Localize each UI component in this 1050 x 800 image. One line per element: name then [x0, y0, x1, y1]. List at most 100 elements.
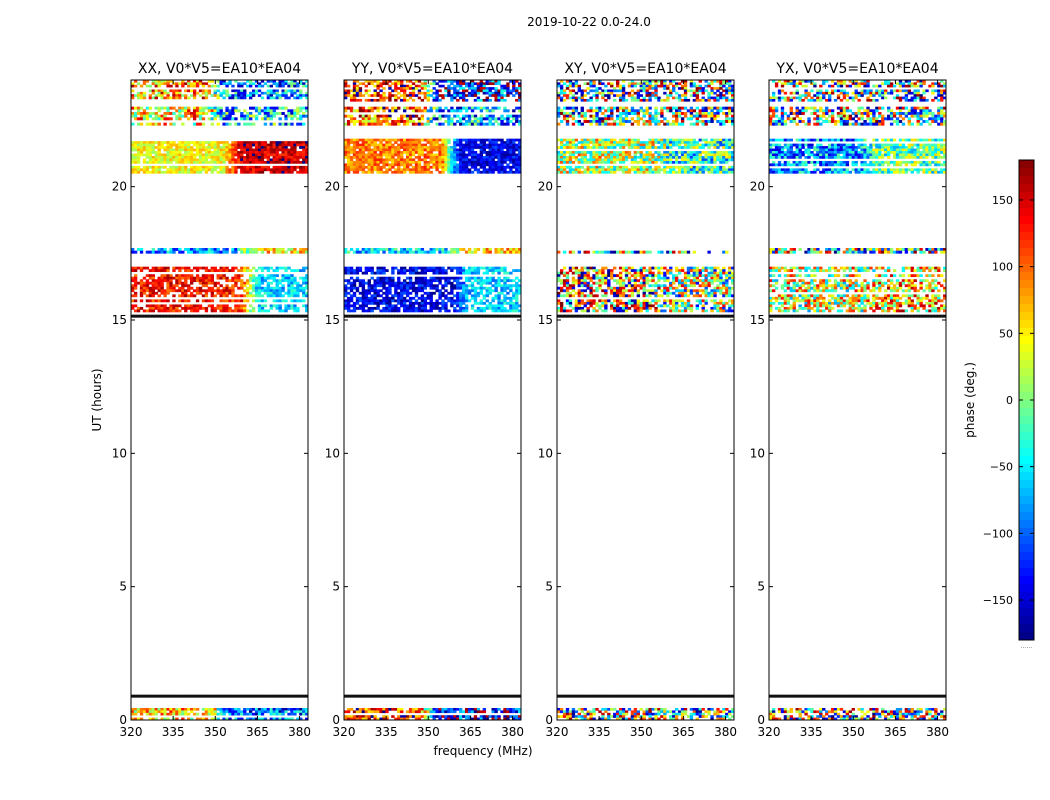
heatmap-cell	[485, 163, 489, 167]
heatmap-cell	[515, 168, 519, 172]
heatmap-cell	[231, 94, 235, 97]
heatmap-cell	[379, 120, 383, 123]
heatmap-cell	[358, 163, 363, 167]
heatmap-cell	[400, 314, 404, 318]
heatmap-cell	[414, 271, 419, 275]
heatmap-cell	[246, 146, 250, 149]
heatmap-cell	[172, 91, 176, 95]
heatmap-cell	[355, 138, 360, 142]
heatmap-cell	[228, 148, 232, 152]
heatmap-cell	[482, 271, 486, 275]
heatmap-cell	[405, 269, 410, 273]
heatmap-cell	[302, 694, 306, 698]
heatmap-cell	[450, 158, 454, 162]
heatmap-cell	[382, 248, 386, 251]
heatmap-cell	[488, 160, 492, 164]
heatmap-cell	[299, 248, 303, 251]
heatmap-cell	[509, 286, 513, 290]
heatmap-cell	[515, 80, 519, 83]
heatmap-cell	[160, 248, 164, 251]
heatmap-cell	[400, 160, 404, 164]
heatmap-cell	[175, 146, 179, 149]
heatmap-cell	[435, 143, 439, 147]
heatmap-cell	[459, 271, 463, 275]
heatmap-cell	[145, 122, 150, 126]
heatmap-cell	[388, 304, 392, 308]
heatmap-cell	[266, 160, 271, 164]
heatmap-cell	[169, 274, 173, 278]
heatmap-cell	[476, 91, 481, 95]
y-tick-label: 15	[112, 313, 127, 327]
heatmap-cell	[423, 143, 427, 147]
heatmap-cell	[485, 80, 489, 83]
heatmap-cell	[240, 304, 244, 308]
heatmap-cell	[476, 153, 481, 157]
heatmap-cell	[213, 165, 217, 169]
heatmap-cell	[698, 710, 702, 714]
heatmap-cell	[488, 304, 492, 308]
heatmap-cell	[435, 89, 439, 93]
heatmap-cell	[506, 309, 510, 313]
heatmap-cell	[154, 168, 158, 172]
heatmap-cell	[163, 160, 167, 164]
heatmap-band	[131, 694, 309, 698]
heatmap-cell	[373, 286, 377, 290]
heatmap-cell	[139, 106, 144, 110]
heatmap-cell	[210, 294, 214, 298]
heatmap-cell	[201, 289, 206, 293]
heatmap-cell	[467, 91, 472, 95]
heatmap-cell	[710, 708, 714, 711]
heatmap-cell	[405, 694, 410, 698]
heatmap-cell	[420, 98, 425, 102]
heatmap-cell	[459, 286, 463, 290]
heatmap-cell	[251, 717, 256, 721]
heatmap-cell	[228, 170, 232, 174]
heatmap-cell	[178, 289, 182, 293]
heatmap-cell	[195, 122, 200, 126]
heatmap-cell	[494, 717, 498, 721]
heatmap-cell	[500, 304, 504, 308]
heatmap-cell	[190, 156, 194, 159]
heatmap-cell	[198, 122, 203, 126]
heatmap-cell	[302, 106, 306, 110]
heatmap-cell	[222, 306, 226, 310]
heatmap-cell	[266, 153, 271, 157]
heatmap-cell	[361, 158, 366, 162]
heatmap-cell	[411, 120, 416, 123]
heatmap-cell	[290, 109, 294, 113]
heatmap-cell	[281, 106, 285, 110]
heatmap-cell	[166, 291, 170, 295]
heatmap-cell	[344, 304, 348, 308]
heatmap-cell	[488, 87, 492, 90]
heatmap-cell	[190, 250, 194, 254]
heatmap-cell	[219, 165, 223, 169]
heatmap-cell	[423, 148, 427, 152]
heatmap-cell	[385, 289, 389, 293]
heatmap-cell	[518, 279, 522, 283]
heatmap-cell	[290, 89, 294, 93]
heatmap-cell	[361, 291, 366, 295]
heatmap-cell	[257, 276, 262, 280]
heatmap-cell	[453, 165, 457, 169]
heatmap-cell	[246, 94, 250, 97]
heatmap-cell	[367, 120, 371, 123]
heatmap-cell	[491, 306, 495, 310]
heatmap-cell	[243, 281, 247, 285]
heatmap-cell	[518, 91, 522, 95]
heatmap-cell	[246, 114, 250, 118]
heatmap-cell	[287, 291, 291, 295]
heatmap-cell	[142, 694, 147, 698]
heatmap-cell	[187, 248, 191, 251]
heatmap-cell	[397, 291, 401, 295]
heatmap-cell	[210, 153, 214, 157]
heatmap-cell	[272, 274, 276, 278]
heatmap-cell	[175, 151, 179, 154]
heatmap-cell	[420, 276, 425, 280]
heatmap-cell	[379, 299, 383, 303]
heatmap-cell	[237, 94, 241, 97]
heatmap-cell	[195, 291, 200, 295]
heatmap-cell	[237, 304, 241, 308]
heatmap-cell	[506, 151, 510, 154]
heatmap-cell	[417, 286, 422, 290]
heatmap-cell	[441, 146, 445, 149]
